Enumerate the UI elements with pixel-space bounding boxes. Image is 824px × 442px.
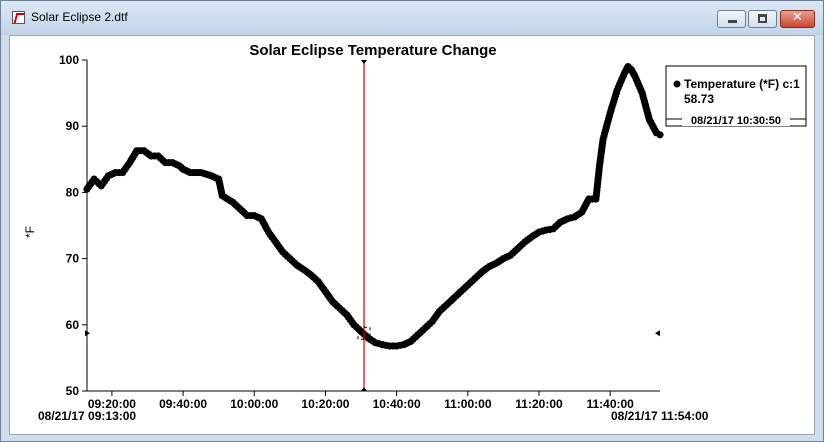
y-tick-label: 60: [66, 318, 80, 332]
cursor-point-marker: [357, 326, 371, 340]
x-start-label: 08/21/17 09:13:00: [38, 409, 136, 423]
x-tick-label: 10:40:00: [373, 397, 421, 411]
x-tick-label: 11:40:00: [586, 397, 634, 411]
chart-title: Solar Eclipse Temperature Change: [249, 42, 496, 59]
data-point: [656, 131, 664, 139]
x-tick-label: 09:20:00: [88, 397, 136, 411]
legend-series-label: Temperature (*F) c:1: [684, 77, 800, 91]
x-tick-label: 09:40:00: [159, 397, 207, 411]
maximize-icon: [758, 14, 767, 23]
axes: [86, 60, 660, 392]
close-button[interactable]: ✕: [780, 10, 815, 28]
window-title: Solar Eclipse 2.dtf: [31, 10, 128, 24]
legend-timestamp-bg: [682, 112, 790, 126]
y-axis-ticks: 50 60 70 80 90 100: [59, 53, 87, 398]
y-axis-label: *F: [23, 226, 37, 238]
temperature-series: [83, 63, 664, 350]
x-tick-label: 10:00:00: [230, 397, 278, 411]
y-tick-label: 50: [66, 384, 80, 398]
y-tick-label: 80: [66, 185, 80, 199]
close-icon: ✕: [792, 10, 803, 25]
x-end-label: 08/21/17 11:54:00: [611, 409, 709, 423]
x-axis-ticks: 09:20:00 09:40:00 10:00:00 10:20:00 10:40:00…: [88, 391, 634, 411]
cursor-left-marker: [85, 330, 90, 337]
chart-area[interactable]: Solar Eclipse Temperature Change *F 50 60…: [9, 35, 815, 435]
time-cursor[interactable]: [85, 60, 660, 391]
minimize-button[interactable]: [717, 10, 746, 28]
temperature-chart[interactable]: Solar Eclipse Temperature Change *F 50 60…: [10, 36, 814, 434]
legend: Temperature (*F) c:1 58.73 08/21/17 10:3…: [665, 65, 807, 127]
series-line: [84, 64, 662, 349]
x-tick-label: 11:00:00: [444, 397, 492, 411]
y-tick-label: 100: [59, 53, 79, 67]
cursor-top-marker: [361, 60, 368, 64]
legend-timestamp: 08/21/17 10:30:50: [691, 115, 781, 127]
minimize-icon: [728, 20, 737, 23]
legend-value: 58.73: [684, 92, 714, 106]
y-tick-label: 70: [66, 252, 80, 266]
x-tick-label: 11:20:00: [515, 397, 563, 411]
cursor-bottom-marker: [361, 387, 368, 391]
cursor-right-marker: [655, 330, 660, 337]
legend-marker: [673, 80, 681, 88]
maximize-button[interactable]: [748, 10, 777, 28]
y-tick-label: 90: [66, 119, 80, 133]
app-icon[interactable]: [12, 11, 25, 24]
x-tick-label: 10:20:00: [301, 397, 349, 411]
title-bar[interactable]: Solar Eclipse 2.dtf ✕: [1, 1, 823, 35]
